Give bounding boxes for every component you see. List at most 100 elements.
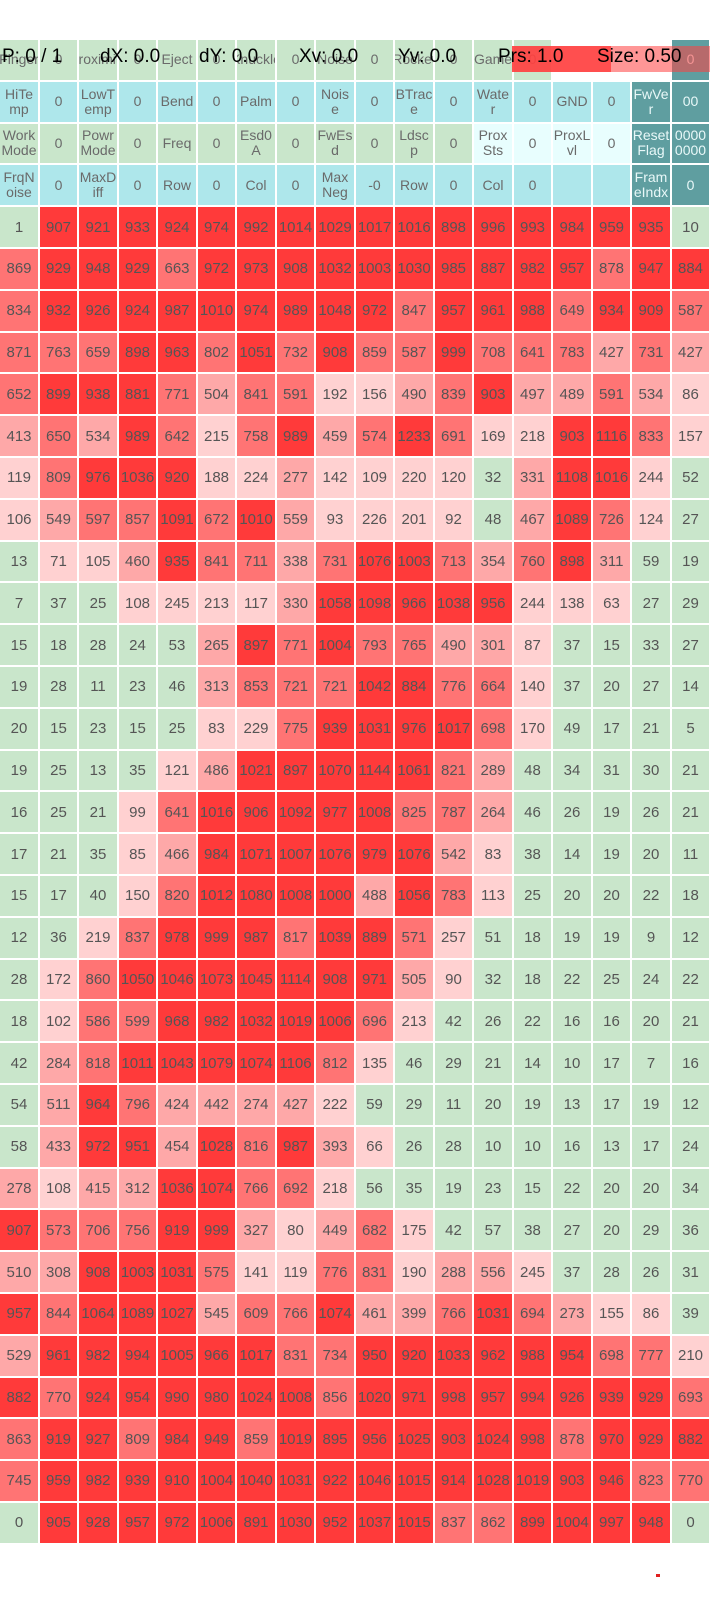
matrix-cell: 972 xyxy=(158,1502,198,1545)
matrix-cell: 21 xyxy=(40,834,79,876)
matrix-cell: 27 xyxy=(632,583,672,626)
matrix-cell: 982 xyxy=(79,1335,119,1378)
matrix-cell: 573 xyxy=(40,1210,79,1253)
header-cell: Nois e xyxy=(316,81,356,124)
matrix-cell: 119 xyxy=(0,457,40,500)
matrix-cell: 34 xyxy=(553,750,593,793)
matrix-cell: 245 xyxy=(514,1252,553,1294)
matrix-cell: 1008 xyxy=(277,1377,316,1420)
matrix-cell: 37 xyxy=(553,1252,593,1294)
matrix-row: 13 71 105 460 935 841 711 338 731 1076 1003 713 354 7… xyxy=(0,541,720,584)
header-cell: BTrac e xyxy=(395,81,435,124)
matrix-cell: 28 xyxy=(593,1252,632,1294)
matrix-row: 510 308 908 1003 1031 575 141 119 776 831 190 288 55… xyxy=(0,1252,720,1294)
matrix-cell: 672 xyxy=(198,499,237,542)
matrix-cell: 5 xyxy=(672,708,711,751)
matrix-cell: 461 xyxy=(356,1293,395,1336)
matrix-cell: 809 xyxy=(119,1419,158,1462)
matrix-cell: 21 xyxy=(672,1001,711,1044)
matrix-cell: 31 xyxy=(593,750,632,793)
header-cell: Eject xyxy=(158,40,198,82)
matrix-cell: 856 xyxy=(316,1377,356,1420)
matrix-cell: 1043 xyxy=(158,1043,198,1085)
matrix-cell: 63 xyxy=(593,583,632,626)
header-cell: HiTe mp xyxy=(0,81,40,124)
header-cell xyxy=(632,40,672,82)
matrix-cell: 20 xyxy=(593,1168,632,1211)
matrix-cell: 86 xyxy=(672,374,711,417)
matrix-cell: 763 xyxy=(40,332,79,375)
matrix-cell: 771 xyxy=(277,625,316,667)
matrix-cell: 42 xyxy=(0,1043,40,1085)
matrix-cell: 413 xyxy=(0,416,40,458)
matrix-cell: 907 xyxy=(0,1210,40,1253)
header-cell: Palm xyxy=(237,81,277,124)
matrix-cell: 18 xyxy=(672,875,711,918)
matrix-cell: 1019 xyxy=(514,1461,553,1503)
matrix-cell: 587 xyxy=(672,290,711,333)
header-cell: Reset Flag xyxy=(632,123,672,166)
matrix-cell: 17 xyxy=(0,834,40,876)
header-cell: Row xyxy=(395,165,435,208)
matrix-cell: 882 xyxy=(0,1377,40,1420)
header-cell: 0 xyxy=(435,81,474,124)
capacitance-grid: Finger0Proximity0Eject0Knuckle0Noise0Roc… xyxy=(0,40,720,1545)
matrix-cell: 706 xyxy=(79,1210,119,1253)
matrix-cell: 27 xyxy=(632,666,672,709)
matrix-cell: 188 xyxy=(198,457,237,500)
matrix-cell: 26 xyxy=(632,792,672,835)
matrix-cell: 956 xyxy=(356,1419,395,1462)
matrix-cell: 433 xyxy=(40,1126,79,1169)
matrix-cell: 961 xyxy=(40,1335,79,1378)
matrix-cell: 549 xyxy=(40,499,79,542)
matrix-cell: 895 xyxy=(316,1419,356,1462)
matrix-cell: 954 xyxy=(119,1377,158,1420)
matrix-cell: 659 xyxy=(79,332,119,375)
matrix-cell: 23 xyxy=(119,666,158,709)
matrix-cell: 664 xyxy=(474,666,514,709)
matrix-cell: 32 xyxy=(474,959,514,1002)
matrix-cell: 1033 xyxy=(435,1335,474,1378)
matrix-cell: 142 xyxy=(316,457,356,500)
matrix-cell: 34 xyxy=(672,1168,711,1211)
matrix-cell: 106 xyxy=(0,499,40,542)
header-cell: Row xyxy=(158,165,198,208)
matrix-row: 19 25 13 35 121 486 1021 897 1070 1144 1061 821 289 4… xyxy=(0,750,720,793)
header-cell: Powr Mode xyxy=(79,123,119,166)
matrix-cell: 994 xyxy=(514,1377,553,1420)
matrix-cell: 1064 xyxy=(79,1293,119,1336)
matrix-cell: 935 xyxy=(632,207,672,249)
matrix-cell: 929 xyxy=(119,248,158,291)
header-cell: 0 xyxy=(593,81,632,124)
matrix-cell: 841 xyxy=(198,541,237,584)
matrix-cell: 599 xyxy=(119,1001,158,1044)
matrix-cell: 1020 xyxy=(356,1377,395,1420)
header-cell: Knuckle xyxy=(237,40,277,82)
matrix-cell: 922 xyxy=(316,1461,356,1503)
matrix-row: 7 37 25 108 245 213 117 330 1058 1098 966 1038 956 24… xyxy=(0,583,720,626)
matrix-cell: 226 xyxy=(356,499,395,542)
matrix-cell: 783 xyxy=(553,332,593,375)
header-cell: Fram eIndx xyxy=(632,165,672,208)
matrix-cell: 860 xyxy=(79,959,119,1002)
matrix-cell: 486 xyxy=(198,750,237,793)
matrix-cell: 39 xyxy=(672,1293,711,1336)
matrix-cell: 23 xyxy=(474,1168,514,1211)
matrix-cell: 935 xyxy=(158,541,198,584)
header-cell: FrqN oise xyxy=(0,165,40,208)
matrix-cell: 22 xyxy=(672,959,711,1002)
matrix-cell: 899 xyxy=(514,1502,553,1545)
matrix-cell: 102 xyxy=(40,1001,79,1044)
matrix-cell: 908 xyxy=(316,332,356,375)
matrix-cell: 330 xyxy=(277,583,316,626)
matrix-cell: 35 xyxy=(119,750,158,793)
header-cell: FwEs d xyxy=(316,123,356,166)
matrix-cell: 898 xyxy=(119,332,158,375)
matrix-cell: 35 xyxy=(79,834,119,876)
matrix-cell: 80 xyxy=(277,1210,316,1253)
matrix-cell: 15 xyxy=(40,708,79,751)
matrix-cell: 30 xyxy=(632,750,672,793)
matrix-row: 834 932 926 924 987 1010 974 989 1048 972 847 957 96… xyxy=(0,290,720,333)
matrix-cell: 466 xyxy=(158,834,198,876)
